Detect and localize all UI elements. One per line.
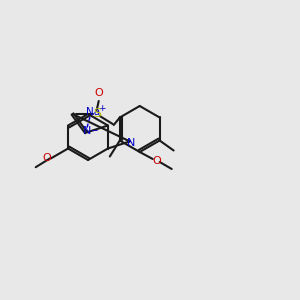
Text: O: O — [152, 156, 161, 166]
Text: O: O — [43, 153, 51, 164]
Text: +: + — [98, 104, 106, 113]
Text: N: N — [83, 126, 91, 136]
Text: −: − — [90, 125, 98, 134]
Text: O: O — [94, 88, 103, 98]
Text: N: N — [127, 138, 135, 148]
Text: S: S — [93, 107, 101, 121]
Text: Na: Na — [86, 106, 100, 117]
